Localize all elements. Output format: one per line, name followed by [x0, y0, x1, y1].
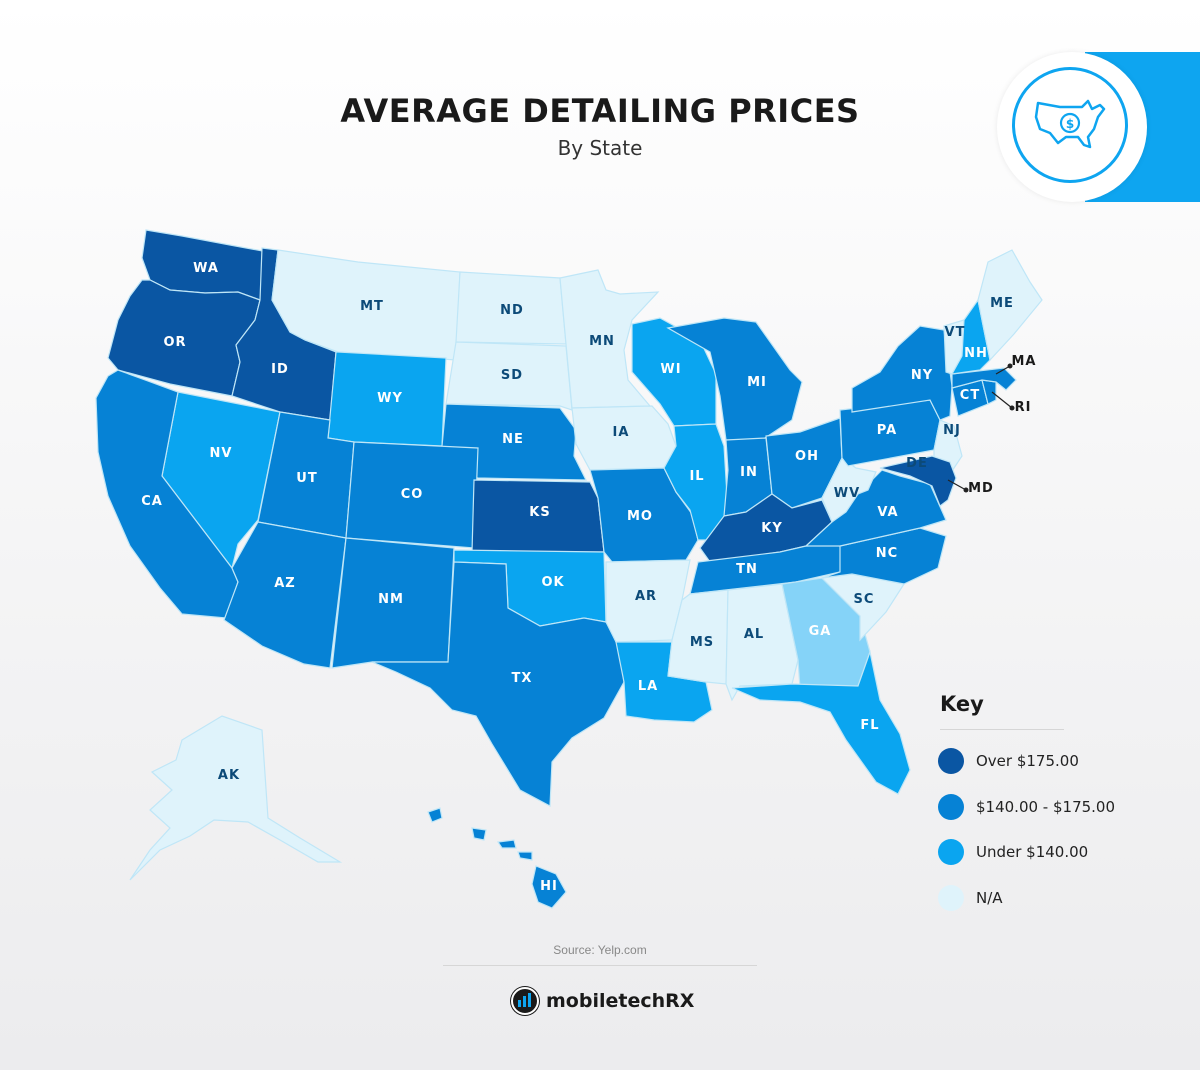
page-title: AVERAGE DETAILING PRICES: [340, 92, 860, 130]
state-label-wy: WY: [377, 391, 403, 406]
state-label-ak: AK: [218, 768, 240, 783]
badge-ring: [1012, 67, 1128, 183]
state-label-il: IL: [689, 469, 704, 484]
state-label-ca: CA: [141, 494, 163, 509]
state-label-ia: IA: [613, 425, 630, 440]
state-label-md: MD: [968, 481, 994, 496]
legend-title: Key: [940, 692, 984, 716]
state-fl[interactable]: [731, 649, 911, 795]
state-me[interactable]: [977, 249, 1043, 362]
state-hi[interactable]: [427, 807, 567, 909]
state-label-pa: PA: [877, 423, 897, 438]
legend-swatch: [938, 793, 964, 820]
source-note: Source: Yelp.com: [553, 943, 647, 957]
state-label-nm: NM: [378, 592, 404, 607]
state-label-fl: FL: [860, 718, 879, 733]
legend-item: $140.00 - $175.00: [938, 793, 1115, 821]
state-labels: WA OR ID KS KY MD CA UT AZ CO NM TX NE MO MI IN OH TN VA NC…: [141, 261, 1037, 894]
state-label-id: ID: [271, 362, 289, 377]
state-label-wa: WA: [193, 261, 219, 276]
state-label-oh: OH: [795, 449, 819, 464]
state-label-ne: NE: [502, 432, 524, 447]
state-label-or: OR: [163, 335, 186, 350]
state-label-mi: MI: [747, 375, 767, 390]
state-mi[interactable]: [666, 317, 803, 441]
state-label-nj: NJ: [943, 423, 961, 438]
state-label-va: VA: [877, 505, 898, 520]
state-label-hi: HI: [540, 879, 558, 894]
legend-divider: [940, 729, 1064, 730]
legend-item: Over $175.00: [938, 747, 1079, 775]
state-label-ma: MA: [1012, 354, 1037, 369]
state-label-ks: KS: [529, 505, 550, 520]
state-label-la: LA: [638, 679, 658, 694]
logo-text-rx: RX: [665, 990, 695, 1012]
state-label-nd: ND: [500, 303, 524, 318]
logo-text-tech: tech: [618, 990, 666, 1012]
state-label-sd: SD: [501, 368, 523, 383]
state-label-wi: WI: [660, 362, 681, 377]
legend-item: Under $140.00: [938, 838, 1088, 866]
legend-label: Over $175.00: [976, 752, 1079, 770]
state-label-mn: MN: [589, 334, 615, 349]
state-label-ky: KY: [761, 521, 783, 536]
state-label-ga: GA: [809, 624, 832, 639]
state-label-ri: RI: [1015, 400, 1032, 415]
usa-dollar-icon: $: [1034, 99, 1106, 149]
state-label-al: AL: [744, 627, 764, 642]
state-sd[interactable]: [445, 341, 573, 411]
state-label-ct: CT: [960, 388, 980, 403]
state-md[interactable]: [879, 455, 957, 507]
state-label-in: IN: [740, 465, 758, 480]
state-label-tx: TX: [512, 671, 533, 686]
state-nc[interactable]: [821, 527, 947, 585]
state-label-nv: NV: [210, 446, 233, 461]
state-label-co: CO: [401, 487, 424, 502]
state-az[interactable]: [223, 521, 347, 669]
legend-label: N/A: [976, 888, 1003, 907]
state-label-ok: OK: [541, 575, 564, 590]
legend-swatch: [938, 839, 964, 865]
state-label-sc: SC: [854, 592, 875, 607]
callout-lines: [947, 365, 1013, 491]
state-label-mt: MT: [360, 299, 384, 314]
state-label-ar: AR: [635, 589, 657, 604]
svg-text:$: $: [1066, 117, 1074, 131]
logo-text-mobile: mobile: [546, 990, 619, 1012]
legend-label: $140.00 - $175.00: [976, 797, 1116, 816]
footer-divider: [443, 965, 757, 966]
state-ak[interactable]: [129, 715, 343, 881]
legend-item: N/A: [938, 884, 1003, 912]
state-label-vt: VT: [945, 325, 966, 340]
state-ca[interactable]: [95, 369, 239, 619]
state-ma[interactable]: [951, 367, 1017, 391]
state-label-me: ME: [990, 296, 1014, 311]
legend-label: Under $140.00: [976, 843, 1089, 861]
state-il[interactable]: [663, 423, 729, 541]
state-label-mo: MO: [627, 509, 653, 524]
logo-icon: [510, 986, 540, 1016]
state-tx[interactable]: [371, 561, 625, 807]
legend-swatch: [938, 748, 964, 774]
state-label-ut: UT: [296, 471, 317, 486]
state-label-ms: MS: [690, 635, 714, 650]
state-label-nc: NC: [876, 546, 898, 561]
state-label-ny: NY: [911, 368, 933, 383]
state-mn[interactable]: [559, 269, 660, 409]
state-label-de: DE: [906, 456, 928, 471]
state-label-tn: TN: [736, 562, 758, 577]
page-subtitle: By State: [557, 136, 643, 160]
state-label-nh: NH: [964, 346, 988, 361]
legend-swatch: [938, 884, 964, 911]
brand-logo: mobiletechRX: [510, 986, 694, 1016]
state-label-wv: WV: [834, 486, 860, 501]
state-label-az: AZ: [274, 576, 296, 591]
